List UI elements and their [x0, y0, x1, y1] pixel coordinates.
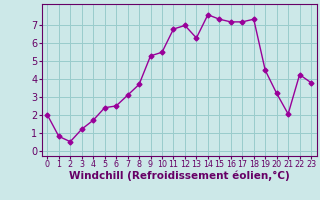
X-axis label: Windchill (Refroidissement éolien,°C): Windchill (Refroidissement éolien,°C) — [69, 171, 290, 181]
